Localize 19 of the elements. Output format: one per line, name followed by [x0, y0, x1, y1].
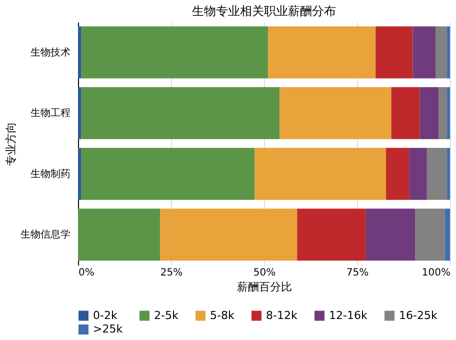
y-tick-label: 生物技术 [30, 46, 70, 58]
legend-label: 2-5k [154, 308, 179, 322]
legend-label: >25k [93, 322, 124, 336]
x-tick-label: 100% [422, 268, 450, 278]
legend-label: 8-12k [266, 308, 298, 322]
y-tick-label: 生物制药 [30, 168, 70, 180]
y-axis-title: 专业方向 [4, 122, 18, 166]
legend-label: 12-16k [329, 308, 368, 322]
x-axis-title: 薪酬百分比 [237, 280, 292, 294]
x-tick-label: 75% [346, 268, 369, 278]
legend-label: 5-8k [210, 308, 235, 322]
x-tick-label: 0% [78, 268, 94, 278]
y-tick-label: 生物信息学 [20, 228, 70, 241]
chart-title: 生物专业相关职业薪酬分布 [192, 4, 336, 18]
x-tick-label: 50% [253, 268, 276, 278]
x-tick-label: 25% [160, 268, 183, 278]
y-tick-label: 生物工程 [30, 107, 70, 120]
legend-label: 16-25k [399, 308, 438, 322]
legend-label: 0-2k [93, 308, 118, 322]
